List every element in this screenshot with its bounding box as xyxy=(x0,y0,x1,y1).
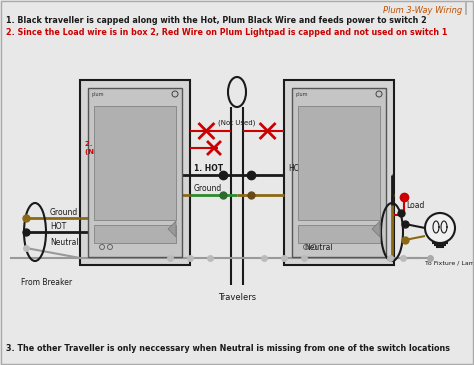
Text: Plum 3-Way Wiring: Plum 3-Way Wiring xyxy=(383,6,462,15)
Polygon shape xyxy=(168,221,176,237)
Text: 2. Since the Load wire is in box 2, Red Wire on Plum Lightpad is capped and not : 2. Since the Load wire is in box 2, Red … xyxy=(6,28,447,37)
Text: Neutral: Neutral xyxy=(304,243,333,252)
Bar xyxy=(292,88,386,257)
Polygon shape xyxy=(372,221,380,237)
Bar xyxy=(80,80,190,265)
Text: plum: plum xyxy=(296,92,309,97)
Text: HOT: HOT xyxy=(50,222,66,231)
Bar xyxy=(298,106,380,220)
Text: From Breaker: From Breaker xyxy=(21,278,72,287)
Text: HOT: HOT xyxy=(288,164,304,173)
Text: 1. Black traveller is capped along with the Hot, Plum Black Wire and feeds power: 1. Black traveller is capped along with … xyxy=(6,16,427,25)
Bar xyxy=(298,225,380,243)
Text: plum: plum xyxy=(92,92,104,97)
Text: Travelers: Travelers xyxy=(218,293,256,302)
Text: (Not Used): (Not Used) xyxy=(219,119,255,126)
Text: Ground: Ground xyxy=(50,208,78,217)
Text: Neutral: Neutral xyxy=(50,238,79,247)
Text: Ground: Ground xyxy=(194,184,222,193)
Bar xyxy=(284,80,394,265)
Bar xyxy=(88,88,182,257)
Bar xyxy=(94,225,176,243)
Text: To Fixture / Lamp: To Fixture / Lamp xyxy=(425,261,474,266)
Circle shape xyxy=(425,213,455,243)
Text: 1. HOT: 1. HOT xyxy=(194,164,223,173)
Text: Load: Load xyxy=(406,201,424,210)
Text: 2. Load
(Not Used): 2. Load (Not Used) xyxy=(85,141,128,155)
Text: 3. The other Traveller is only neccessary when Neutral is missing from one of th: 3. The other Traveller is only neccessar… xyxy=(6,344,450,353)
Bar xyxy=(94,106,176,220)
